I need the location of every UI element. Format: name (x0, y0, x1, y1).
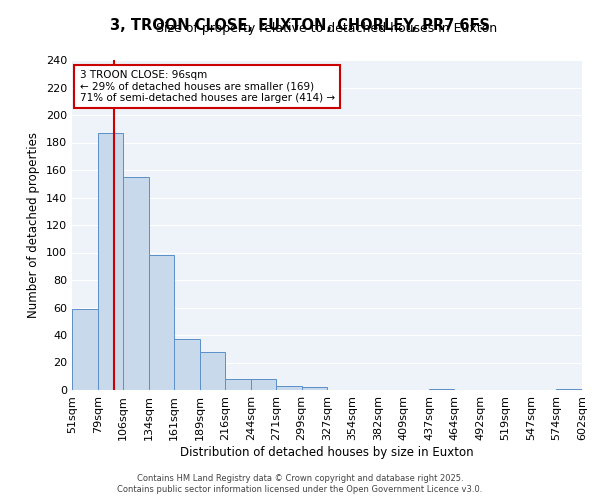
Text: Contains HM Land Registry data © Crown copyright and database right 2025.
Contai: Contains HM Land Registry data © Crown c… (118, 474, 482, 494)
Bar (98, 133, 123, 390)
Bar (556, 388, 582, 390)
Bar (225, 379, 251, 390)
Bar (174, 339, 200, 390)
Bar (429, 388, 454, 390)
Bar (149, 255, 174, 390)
Y-axis label: Number of detached properties: Number of detached properties (28, 132, 40, 318)
Text: 3 TROON CLOSE: 96sqm
← 29% of detached houses are smaller (169)
71% of semi-deta: 3 TROON CLOSE: 96sqm ← 29% of detached h… (80, 70, 335, 103)
Bar (275, 386, 302, 390)
Bar (72, 309, 98, 390)
Text: 3, TROON CLOSE, EUXTON, CHORLEY, PR7 6FS: 3, TROON CLOSE, EUXTON, CHORLEY, PR7 6FS (110, 18, 490, 32)
Bar (200, 352, 225, 390)
Bar (251, 379, 275, 390)
X-axis label: Distribution of detached houses by size in Euxton: Distribution of detached houses by size … (180, 446, 474, 458)
Bar (123, 177, 149, 390)
Title: Size of property relative to detached houses in Euxton: Size of property relative to detached ho… (157, 22, 497, 35)
Bar (302, 387, 328, 390)
